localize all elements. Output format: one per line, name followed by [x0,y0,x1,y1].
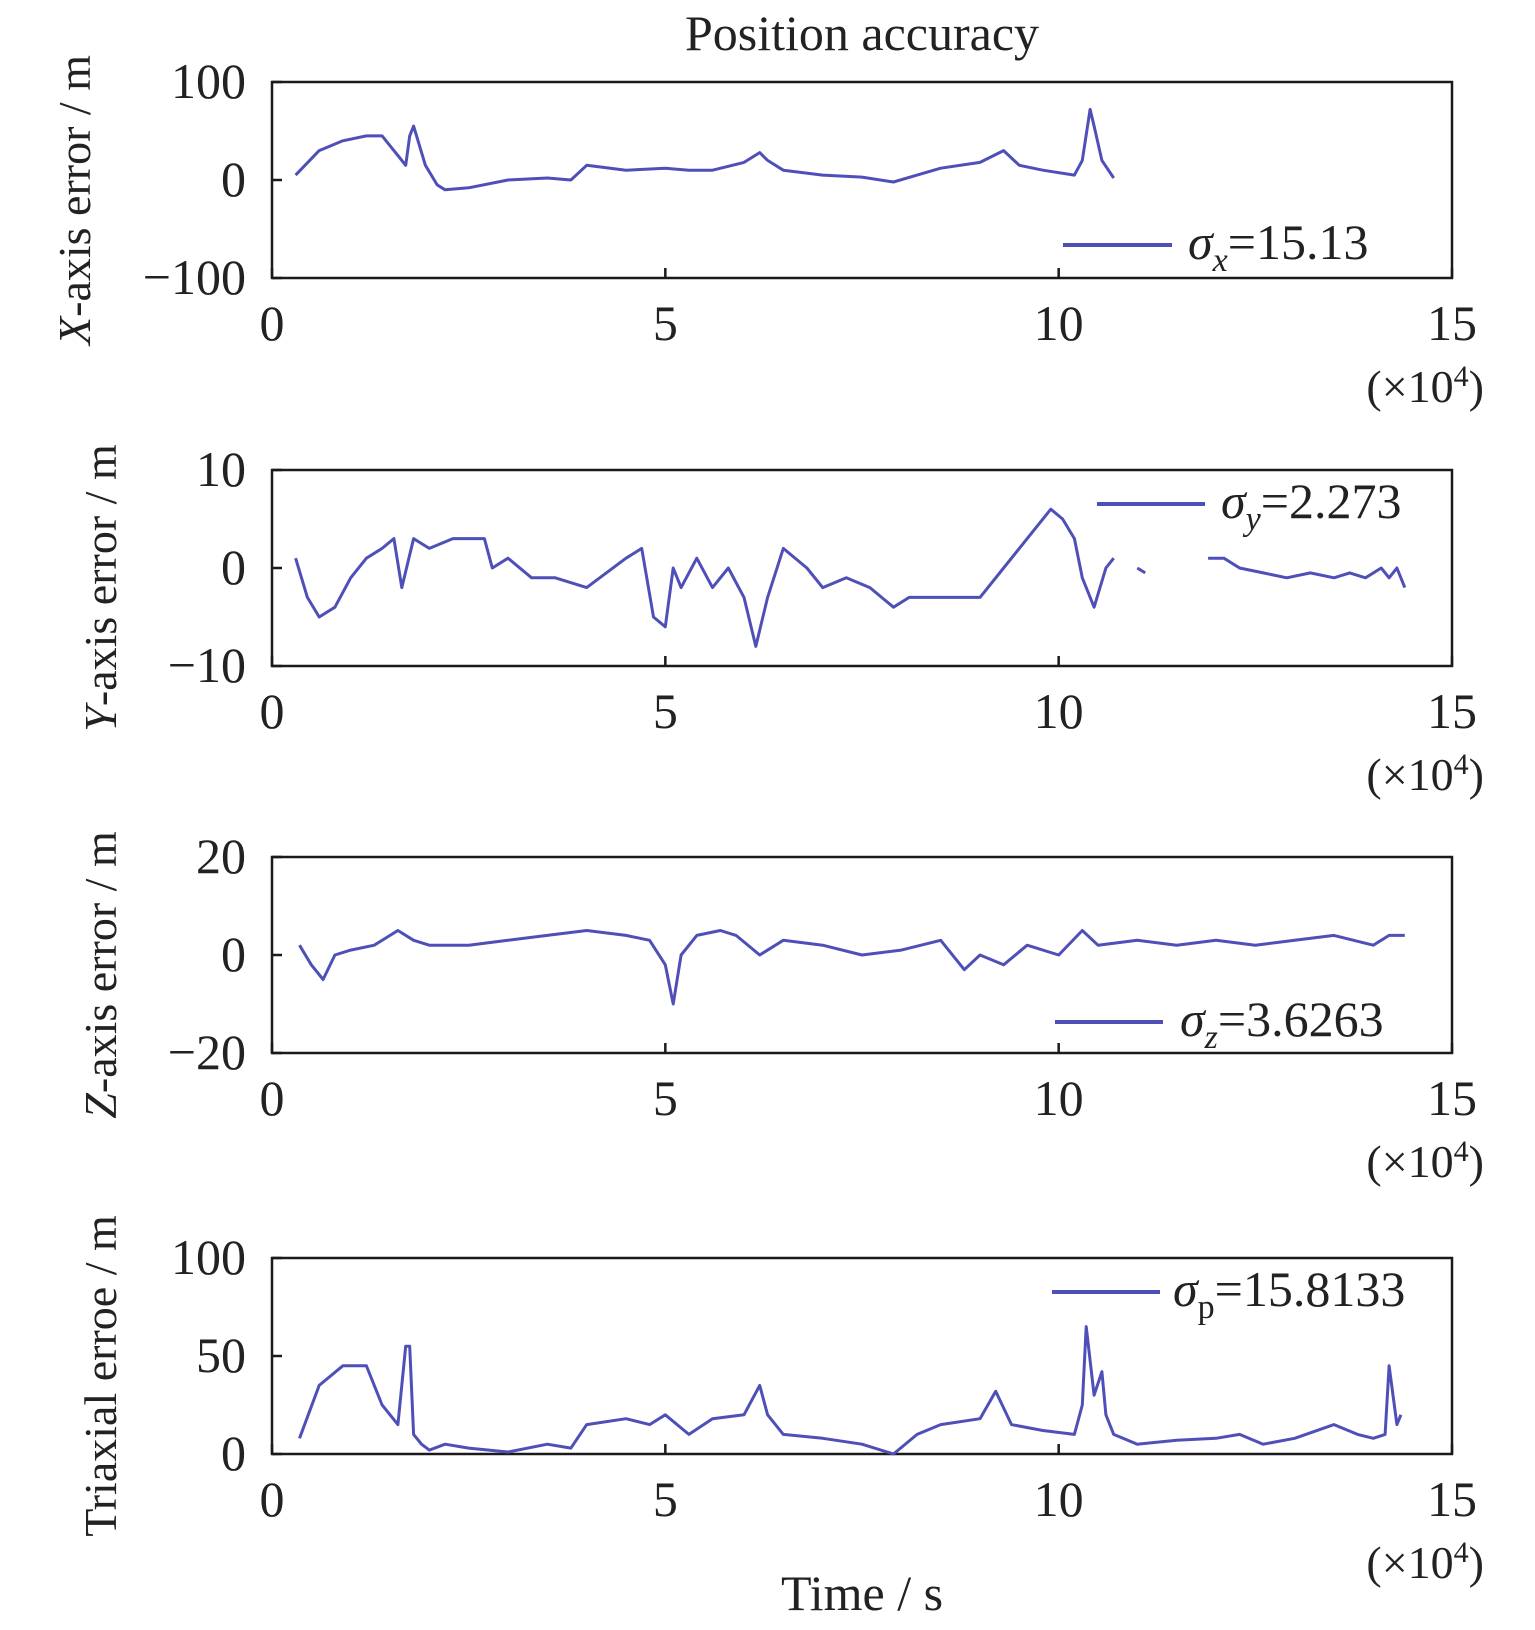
legend-label: σx=15.13 [1188,214,1368,279]
x-tick-label: 15 [1427,295,1477,351]
series-line-1 [294,507,1407,648]
x-multiplier-label: (×104) [1366,1135,1484,1187]
y-tick-label: 20 [196,828,246,884]
y-tick-label: 0 [221,1425,246,1481]
legend-label: σp=15.8133 [1173,1261,1405,1326]
x-tick-label: 0 [260,295,285,351]
x-tick-label: 0 [260,683,285,739]
y-axis-label: Z-axis error / m [75,831,126,1119]
y-tick-label: 50 [196,1327,246,1383]
y-axis-label: Triaxial erroe / m [75,1215,126,1537]
series-line-1 [298,929,1405,1006]
x-tick-label: 10 [1034,1471,1084,1527]
y-tick-label: 0 [221,926,246,982]
x-tick-label: 5 [653,683,678,739]
y-tick-label: −10 [168,637,246,693]
x-tick-label: 15 [1427,1471,1477,1527]
series-line-1 [294,107,1115,192]
x-tick-label: 10 [1034,295,1084,351]
x-tick-label: 15 [1427,1070,1477,1126]
y-tick-label: 100 [171,1229,246,1285]
x-tick-label: 15 [1427,683,1477,739]
y-tick-label: 100 [171,53,246,109]
x-multiplier-label: (×104) [1366,748,1484,800]
y-tick-label: −100 [143,249,246,305]
y-axis-label: Y-axis error / m [75,444,126,732]
x-multiplier-label: (×104) [1366,1536,1484,1588]
x-tick-label: 5 [653,1070,678,1126]
x-multiplier-label: (×104) [1366,360,1484,412]
x-tick-label: 5 [653,295,678,351]
panel-4: 0 5 10 15 100 50 0 (×104) Triaxial erroe / m σp=1… [75,1215,1484,1588]
y-tick-label: 0 [221,539,246,595]
y-tick-label: 10 [196,441,246,497]
x-axis-label: Time / s [781,1565,943,1621]
x-tick-label: 0 [260,1070,285,1126]
x-tick-label: 5 [653,1471,678,1527]
x-tick-label: 0 [260,1471,285,1527]
y-tick-label: 0 [221,151,246,207]
legend-label: σy=2.273 [1221,473,1401,538]
x-tick-label: 10 [1034,683,1084,739]
y-axis-label: X-axis error / m [49,55,100,347]
x-tick-label: 10 [1034,1070,1084,1126]
y-tick-label: −20 [168,1024,246,1080]
series-line-1 [298,1325,1403,1456]
chart-title: Position accuracy [685,5,1039,61]
legend-label: σz=3.6263 [1180,991,1384,1056]
